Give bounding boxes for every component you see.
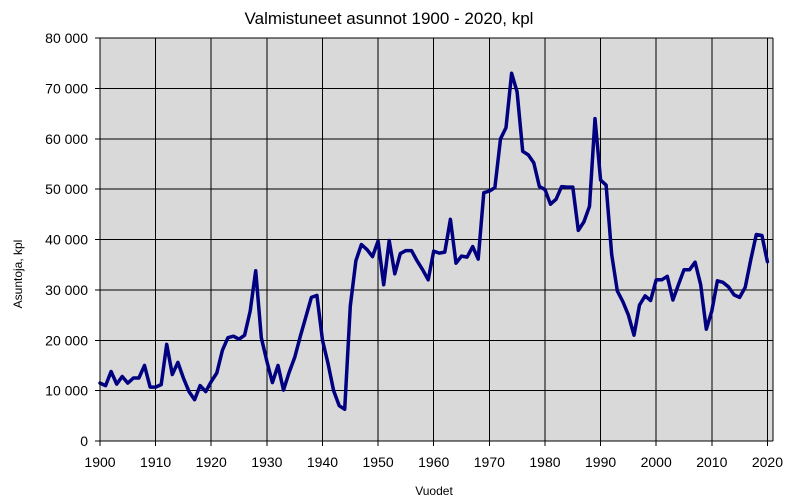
y-tick-label: 40 000 xyxy=(45,232,88,248)
y-tick-label: 10 000 xyxy=(45,383,88,399)
series-line xyxy=(98,71,770,412)
x-tick-labels: 1900 1910 1920 1930 1940 1950 1960 1970 1980 1990… xyxy=(84,454,783,470)
y-tick-label: 50 000 xyxy=(45,181,88,197)
x-tick-label: 1990 xyxy=(585,454,616,470)
x-axis-label: Vuodet xyxy=(415,484,453,498)
y-tick-label: 30 000 xyxy=(45,282,88,298)
y-tick-label: 0 xyxy=(80,433,88,449)
y-tick-label: 60 000 xyxy=(45,131,88,147)
x-tick-label: 1980 xyxy=(529,454,560,470)
series-group xyxy=(98,71,770,412)
x-tick-label: 1950 xyxy=(363,454,394,470)
x-tick-label: 1930 xyxy=(251,454,282,470)
x-tick-label: 2000 xyxy=(641,454,672,470)
x-tick-label: 1920 xyxy=(196,454,227,470)
x-tick-label: 2010 xyxy=(696,454,727,470)
x-tick-label: 1940 xyxy=(307,454,338,470)
x-tick-label: 1970 xyxy=(474,454,505,470)
y-axis-label: Asuntoja, kpl xyxy=(11,240,25,309)
x-tick-label: 2020 xyxy=(752,454,783,470)
y-tick-label: 80 000 xyxy=(45,30,88,46)
y-tick-label: 70 000 xyxy=(45,80,88,96)
x-tick-label: 1900 xyxy=(84,454,115,470)
chart-title: Valmistuneet asunnot 1900 - 2020, kpl xyxy=(245,9,534,28)
axes xyxy=(95,37,774,446)
y-tick-label: 20 000 xyxy=(45,332,88,348)
y-tick-labels: 0 10 000 20 000 30 000 40 000 50 000 60 000 70 … xyxy=(45,30,88,449)
x-tick-label: 1910 xyxy=(140,454,171,470)
x-tick-label: 1960 xyxy=(418,454,449,470)
